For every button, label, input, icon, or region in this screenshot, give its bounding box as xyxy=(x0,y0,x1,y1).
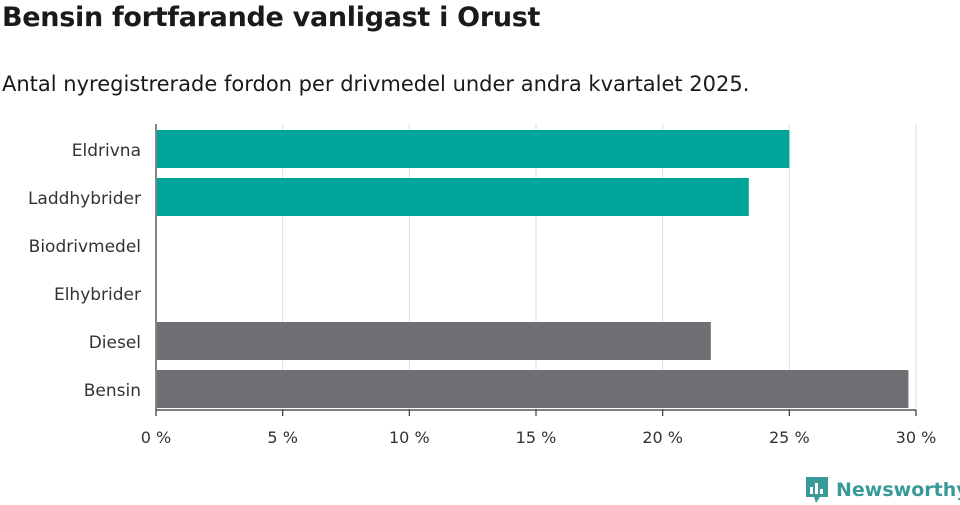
x-tick-label: 5 % xyxy=(267,428,297,447)
category-label: Laddhybrider xyxy=(28,189,141,209)
bar-diesel xyxy=(157,322,711,360)
bar-eldrivna xyxy=(157,130,790,168)
category-label: Elhybrider xyxy=(54,285,141,305)
x-tick-label: 30 % xyxy=(896,428,937,447)
bar-bensin xyxy=(157,370,909,408)
category-label: Biodrivmedel xyxy=(29,237,141,257)
bar-laddhybrider xyxy=(157,178,749,216)
category-label: Bensin xyxy=(84,381,141,401)
chart-title: Bensin fortfarande vanligast i Orust xyxy=(2,2,541,33)
newsworthy-logo: Newsworthy xyxy=(804,475,960,505)
x-tick-label: 25 % xyxy=(769,428,810,447)
x-tick-label: 10 % xyxy=(389,428,430,447)
x-tick-label: 15 % xyxy=(516,428,557,447)
newsworthy-logo-icon xyxy=(806,477,828,503)
category-label: Diesel xyxy=(89,333,141,353)
category-label: Eldrivna xyxy=(72,141,141,161)
newsworthy-logo-text: Newsworthy xyxy=(836,479,960,501)
x-tick-label: 20 % xyxy=(642,428,683,447)
chart-subtitle: Antal nyregistrerade fordon per drivmede… xyxy=(2,72,750,96)
x-tick-label: 0 % xyxy=(141,428,171,447)
